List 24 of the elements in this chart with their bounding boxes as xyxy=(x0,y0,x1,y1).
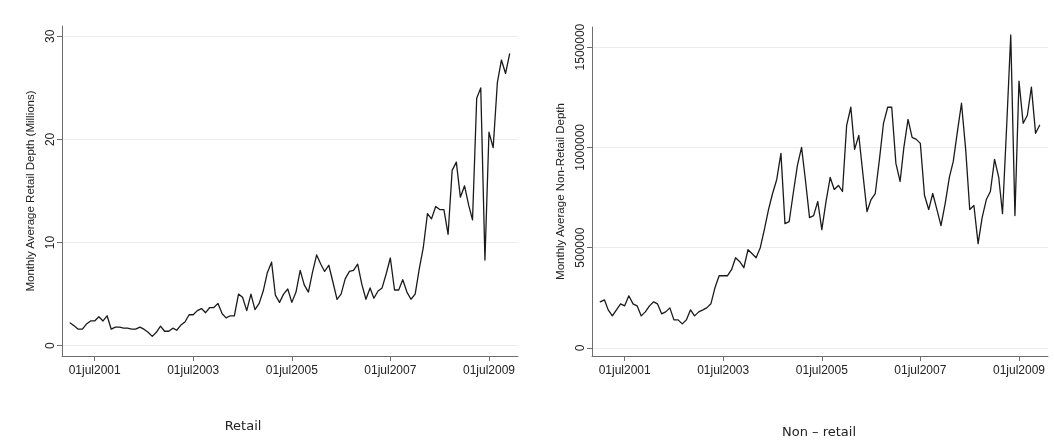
x-tick-label: 01jul2003 xyxy=(697,363,750,377)
x-tick-label: 01jul2009 xyxy=(992,363,1046,377)
y-tick-label: 1500000 xyxy=(573,23,587,71)
x-tick-label: 01jul2009 xyxy=(462,363,516,377)
y-tick-label: 500000 xyxy=(573,227,587,268)
y-tick-label: 30 xyxy=(43,29,57,43)
y-tick-label: 0 xyxy=(43,342,57,350)
line-series xyxy=(599,34,1041,325)
x-tick-label: 01jul2007 xyxy=(894,363,947,377)
y-tick-label: 1000000 xyxy=(573,123,587,171)
y-tick-label: 10 xyxy=(43,235,57,250)
y-axis-title: Monthly Average Non-Retail Depth xyxy=(554,103,567,280)
y-tick-label: 20 xyxy=(43,132,57,147)
text: Retail xyxy=(224,417,262,433)
y-axis-title: Monthly Average Retail Depth (Millions) xyxy=(24,90,37,292)
y-tick-label: 0 xyxy=(573,344,587,352)
x-tick-label: 01jul2001 xyxy=(68,363,121,377)
line-series xyxy=(69,53,511,338)
x-tick-label: 01jul2003 xyxy=(167,363,220,377)
x-tick-label: 01jul2007 xyxy=(364,363,417,377)
text: Non – retail xyxy=(781,423,857,439)
x-tick-label: 01jul2005 xyxy=(795,363,849,377)
x-tick-label: 01jul2005 xyxy=(265,363,319,377)
x-tick-label: 01jul2001 xyxy=(598,363,651,377)
